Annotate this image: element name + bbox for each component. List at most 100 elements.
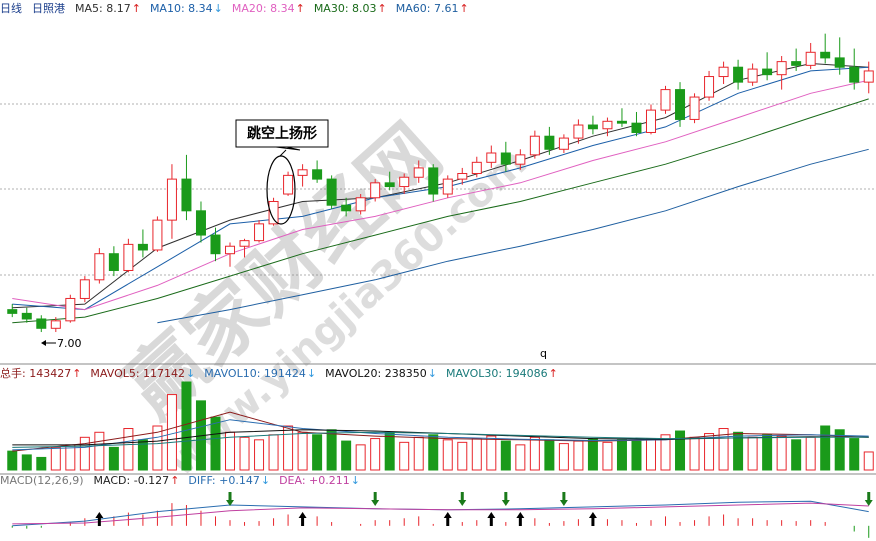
legend-label: MACD: -0.127 xyxy=(94,474,170,487)
indicator-line xyxy=(12,98,869,324)
legend-trend: ↑ xyxy=(72,367,81,380)
candle-body xyxy=(297,169,308,176)
candle-body xyxy=(65,297,76,322)
volume-bar xyxy=(631,440,642,471)
candle-body xyxy=(312,169,323,180)
candle-body xyxy=(689,96,700,120)
volume-bar xyxy=(50,446,61,471)
candle-body xyxy=(355,197,366,212)
legend-trend: ↑ xyxy=(170,474,179,487)
volume-bar xyxy=(515,444,526,471)
volume-bar xyxy=(776,435,787,471)
volume-bar xyxy=(123,428,134,471)
volume-bar xyxy=(94,431,105,471)
highlight-ellipse xyxy=(266,155,296,225)
candle-body xyxy=(7,309,18,314)
candle-body xyxy=(515,154,526,165)
sell-signal xyxy=(226,492,235,506)
volume-bar xyxy=(791,439,802,471)
buy-signal xyxy=(487,512,496,526)
volume-bar xyxy=(587,438,598,471)
legend-label: DEA: +0.211 xyxy=(279,474,350,487)
candle-body xyxy=(283,174,294,195)
volume-bar xyxy=(762,434,773,471)
candle-body xyxy=(834,57,845,68)
buy-signal xyxy=(95,512,104,526)
volume-bar xyxy=(428,434,439,471)
legend-label: MA30: 8.03 xyxy=(314,2,377,15)
candle-body xyxy=(341,204,352,212)
volume-bar xyxy=(108,446,119,471)
marker-label: q xyxy=(540,347,547,360)
legend-trend: ↑ xyxy=(378,2,387,15)
candle-body xyxy=(529,135,540,156)
volume-bar xyxy=(326,429,337,471)
legend-trend: ↓ xyxy=(307,367,316,380)
buy-signal xyxy=(298,512,307,526)
indicator-line xyxy=(12,502,869,525)
candle-body xyxy=(21,312,32,320)
candle-body xyxy=(152,219,163,251)
volume-bar xyxy=(820,425,831,471)
candle-body xyxy=(370,182,381,199)
legend-label: 总手: 143427 xyxy=(0,366,71,380)
candle-body xyxy=(166,178,177,221)
legend-trend: ↓ xyxy=(214,2,223,15)
candle-body xyxy=(225,245,236,255)
volume-bar xyxy=(355,444,366,471)
candle-body xyxy=(733,66,744,83)
legend-label: MA20: 8.34 xyxy=(232,2,295,15)
volume-bar xyxy=(254,439,265,471)
volume-bar xyxy=(747,436,758,471)
volume-bar xyxy=(660,434,671,471)
volume-bar xyxy=(733,431,744,471)
volume-bar xyxy=(805,436,816,471)
legend-trend: ↑ xyxy=(459,2,468,15)
volume-bar xyxy=(413,436,424,471)
candle-body xyxy=(254,223,265,242)
volume-bar xyxy=(834,429,845,471)
legend-label: MAVOL30: 194086 xyxy=(446,367,548,380)
candle-body xyxy=(849,66,860,83)
legend-label: MACD(12,26,9) xyxy=(0,474,84,487)
candle-body xyxy=(210,234,221,255)
volume-bar xyxy=(573,440,584,471)
legend-label: DIFF: +0.147 xyxy=(188,474,259,487)
volume-bar xyxy=(602,441,613,471)
volume-bar xyxy=(558,443,569,471)
candle-body xyxy=(820,51,831,59)
legend-label: MAVOL10: 191424 xyxy=(204,367,306,380)
volume-bar xyxy=(442,439,453,471)
candle-body xyxy=(660,89,671,111)
candle-body xyxy=(558,137,569,150)
candle-body xyxy=(442,178,453,195)
volume-bar xyxy=(689,436,700,471)
candle-body xyxy=(544,135,555,150)
candle-body xyxy=(762,68,773,76)
sell-signal xyxy=(559,492,568,506)
volume-bar xyxy=(65,444,76,471)
legend-label: 日线 xyxy=(0,1,22,15)
legend-trend: ↑ xyxy=(549,367,558,380)
sell-signal xyxy=(864,492,873,506)
volume-bar xyxy=(500,440,511,471)
legend-label: MA60: 7.61 xyxy=(396,2,459,15)
candle-body xyxy=(108,253,119,271)
legend-trend: ↓ xyxy=(428,367,437,380)
volume-bar xyxy=(704,433,715,471)
candle-body xyxy=(616,120,627,124)
candle-body xyxy=(268,200,279,225)
legend-label: MAVOL20: 238350 xyxy=(325,367,427,380)
candle-body xyxy=(181,178,192,212)
candle-body xyxy=(500,152,511,165)
candle-body xyxy=(79,279,90,299)
candle-body xyxy=(471,161,482,175)
candle-body xyxy=(384,182,395,188)
candle-body xyxy=(631,122,642,133)
volume-bar xyxy=(283,425,294,471)
volume-bar xyxy=(152,425,163,471)
buy-signal xyxy=(516,512,525,526)
candle-body xyxy=(428,167,439,195)
volume-bar xyxy=(486,435,497,471)
